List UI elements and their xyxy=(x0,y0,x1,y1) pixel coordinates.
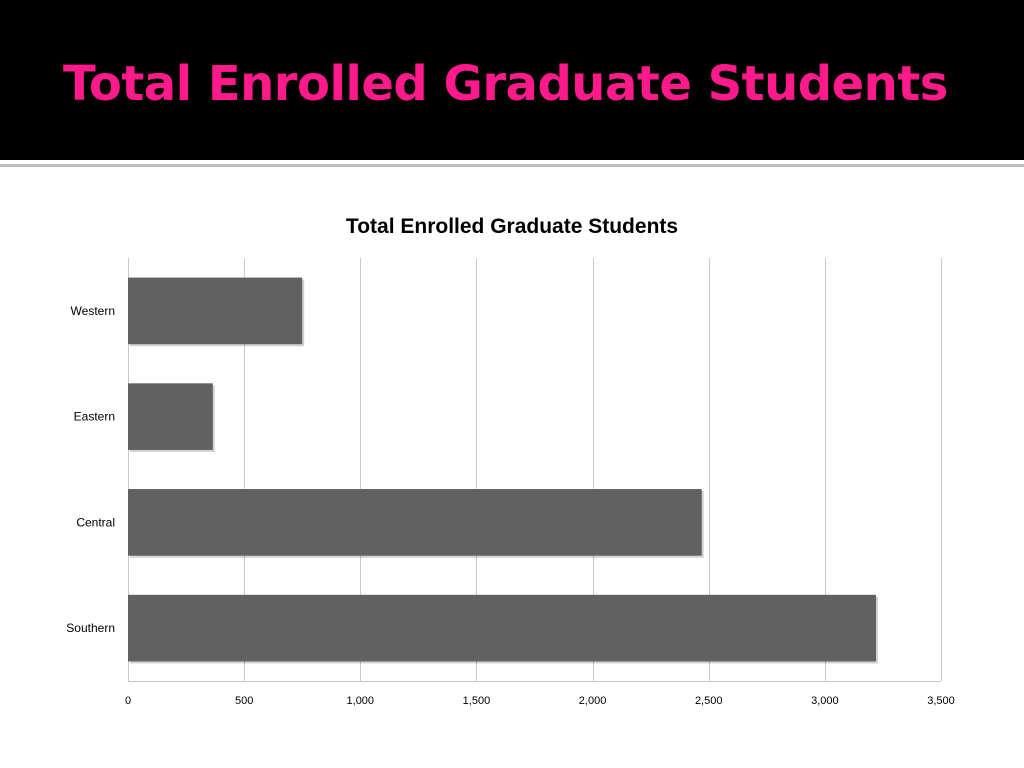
x-tick-label: 1,000 xyxy=(347,695,375,707)
x-tick-label: 3,500 xyxy=(927,695,955,707)
category-label: Southern xyxy=(66,621,115,635)
x-tick-label: 0 xyxy=(125,695,131,707)
category-labels: Western Eastern Central Southern xyxy=(66,304,115,635)
category-label: Western xyxy=(71,304,115,318)
category-label: Eastern xyxy=(74,410,115,424)
x-tick-labels: 0 500 1,000 1,500 2,000 2,500 3,000 3,500 xyxy=(125,695,955,707)
header-divider xyxy=(0,164,1024,167)
x-tick-label: 500 xyxy=(235,695,253,707)
bar-central xyxy=(128,489,702,556)
bars xyxy=(128,277,878,664)
x-tick-label: 2,500 xyxy=(695,695,723,707)
bar-eastern xyxy=(128,383,213,450)
x-tick-label: 3,000 xyxy=(811,695,839,707)
header-divider-light xyxy=(0,160,1024,164)
chart-title: Total Enrolled Graduate Students xyxy=(346,215,678,238)
x-tick-label: 2,000 xyxy=(579,695,607,707)
slide-header: Total Enrolled Graduate Students xyxy=(0,0,1024,160)
slide-title: Total Enrolled Graduate Students xyxy=(63,56,948,112)
x-tick-label: 1,500 xyxy=(463,695,491,707)
bar-southern xyxy=(128,594,876,662)
category-label: Central xyxy=(76,515,115,529)
bar-western xyxy=(128,277,303,345)
